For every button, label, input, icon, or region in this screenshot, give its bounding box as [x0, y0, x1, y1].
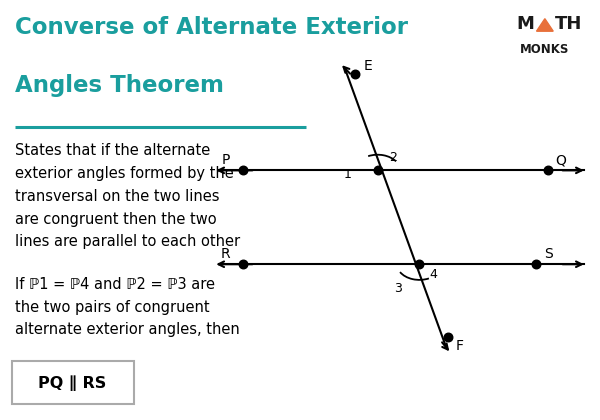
Text: 2: 2 — [389, 151, 397, 164]
Point — [415, 261, 424, 268]
Text: 3: 3 — [394, 282, 401, 295]
Text: If ℙ1 = ℙ4 and ℙ2 = ℙ3 are
the two pairs of congruent
alternate exterior angles,: If ℙ1 = ℙ4 and ℙ2 = ℙ3 are the two pairs… — [14, 277, 239, 337]
Text: 4: 4 — [429, 268, 437, 281]
Text: P: P — [222, 153, 230, 167]
Point — [531, 261, 541, 268]
Text: States that if the alternate
exterior angles formed by the
transversal on the tw: States that if the alternate exterior an… — [14, 143, 239, 249]
Point — [238, 261, 248, 268]
Text: MONKS: MONKS — [520, 43, 569, 56]
Text: PQ ∥ RS: PQ ∥ RS — [38, 375, 107, 391]
Text: Angles Theorem: Angles Theorem — [14, 74, 223, 97]
FancyBboxPatch shape — [11, 362, 134, 404]
Point — [238, 167, 248, 174]
Text: 1: 1 — [343, 168, 352, 181]
Text: E: E — [364, 59, 372, 73]
Point — [350, 71, 360, 78]
Polygon shape — [536, 19, 553, 31]
Point — [543, 167, 553, 174]
Text: Q: Q — [556, 153, 566, 167]
Point — [443, 334, 453, 341]
Text: TH: TH — [554, 15, 582, 33]
Text: R: R — [221, 247, 230, 261]
Text: M: M — [516, 15, 534, 33]
Point — [373, 167, 382, 174]
Text: S: S — [544, 247, 553, 261]
Text: Converse of Alternate Exterior: Converse of Alternate Exterior — [14, 16, 407, 39]
Text: F: F — [456, 339, 464, 353]
